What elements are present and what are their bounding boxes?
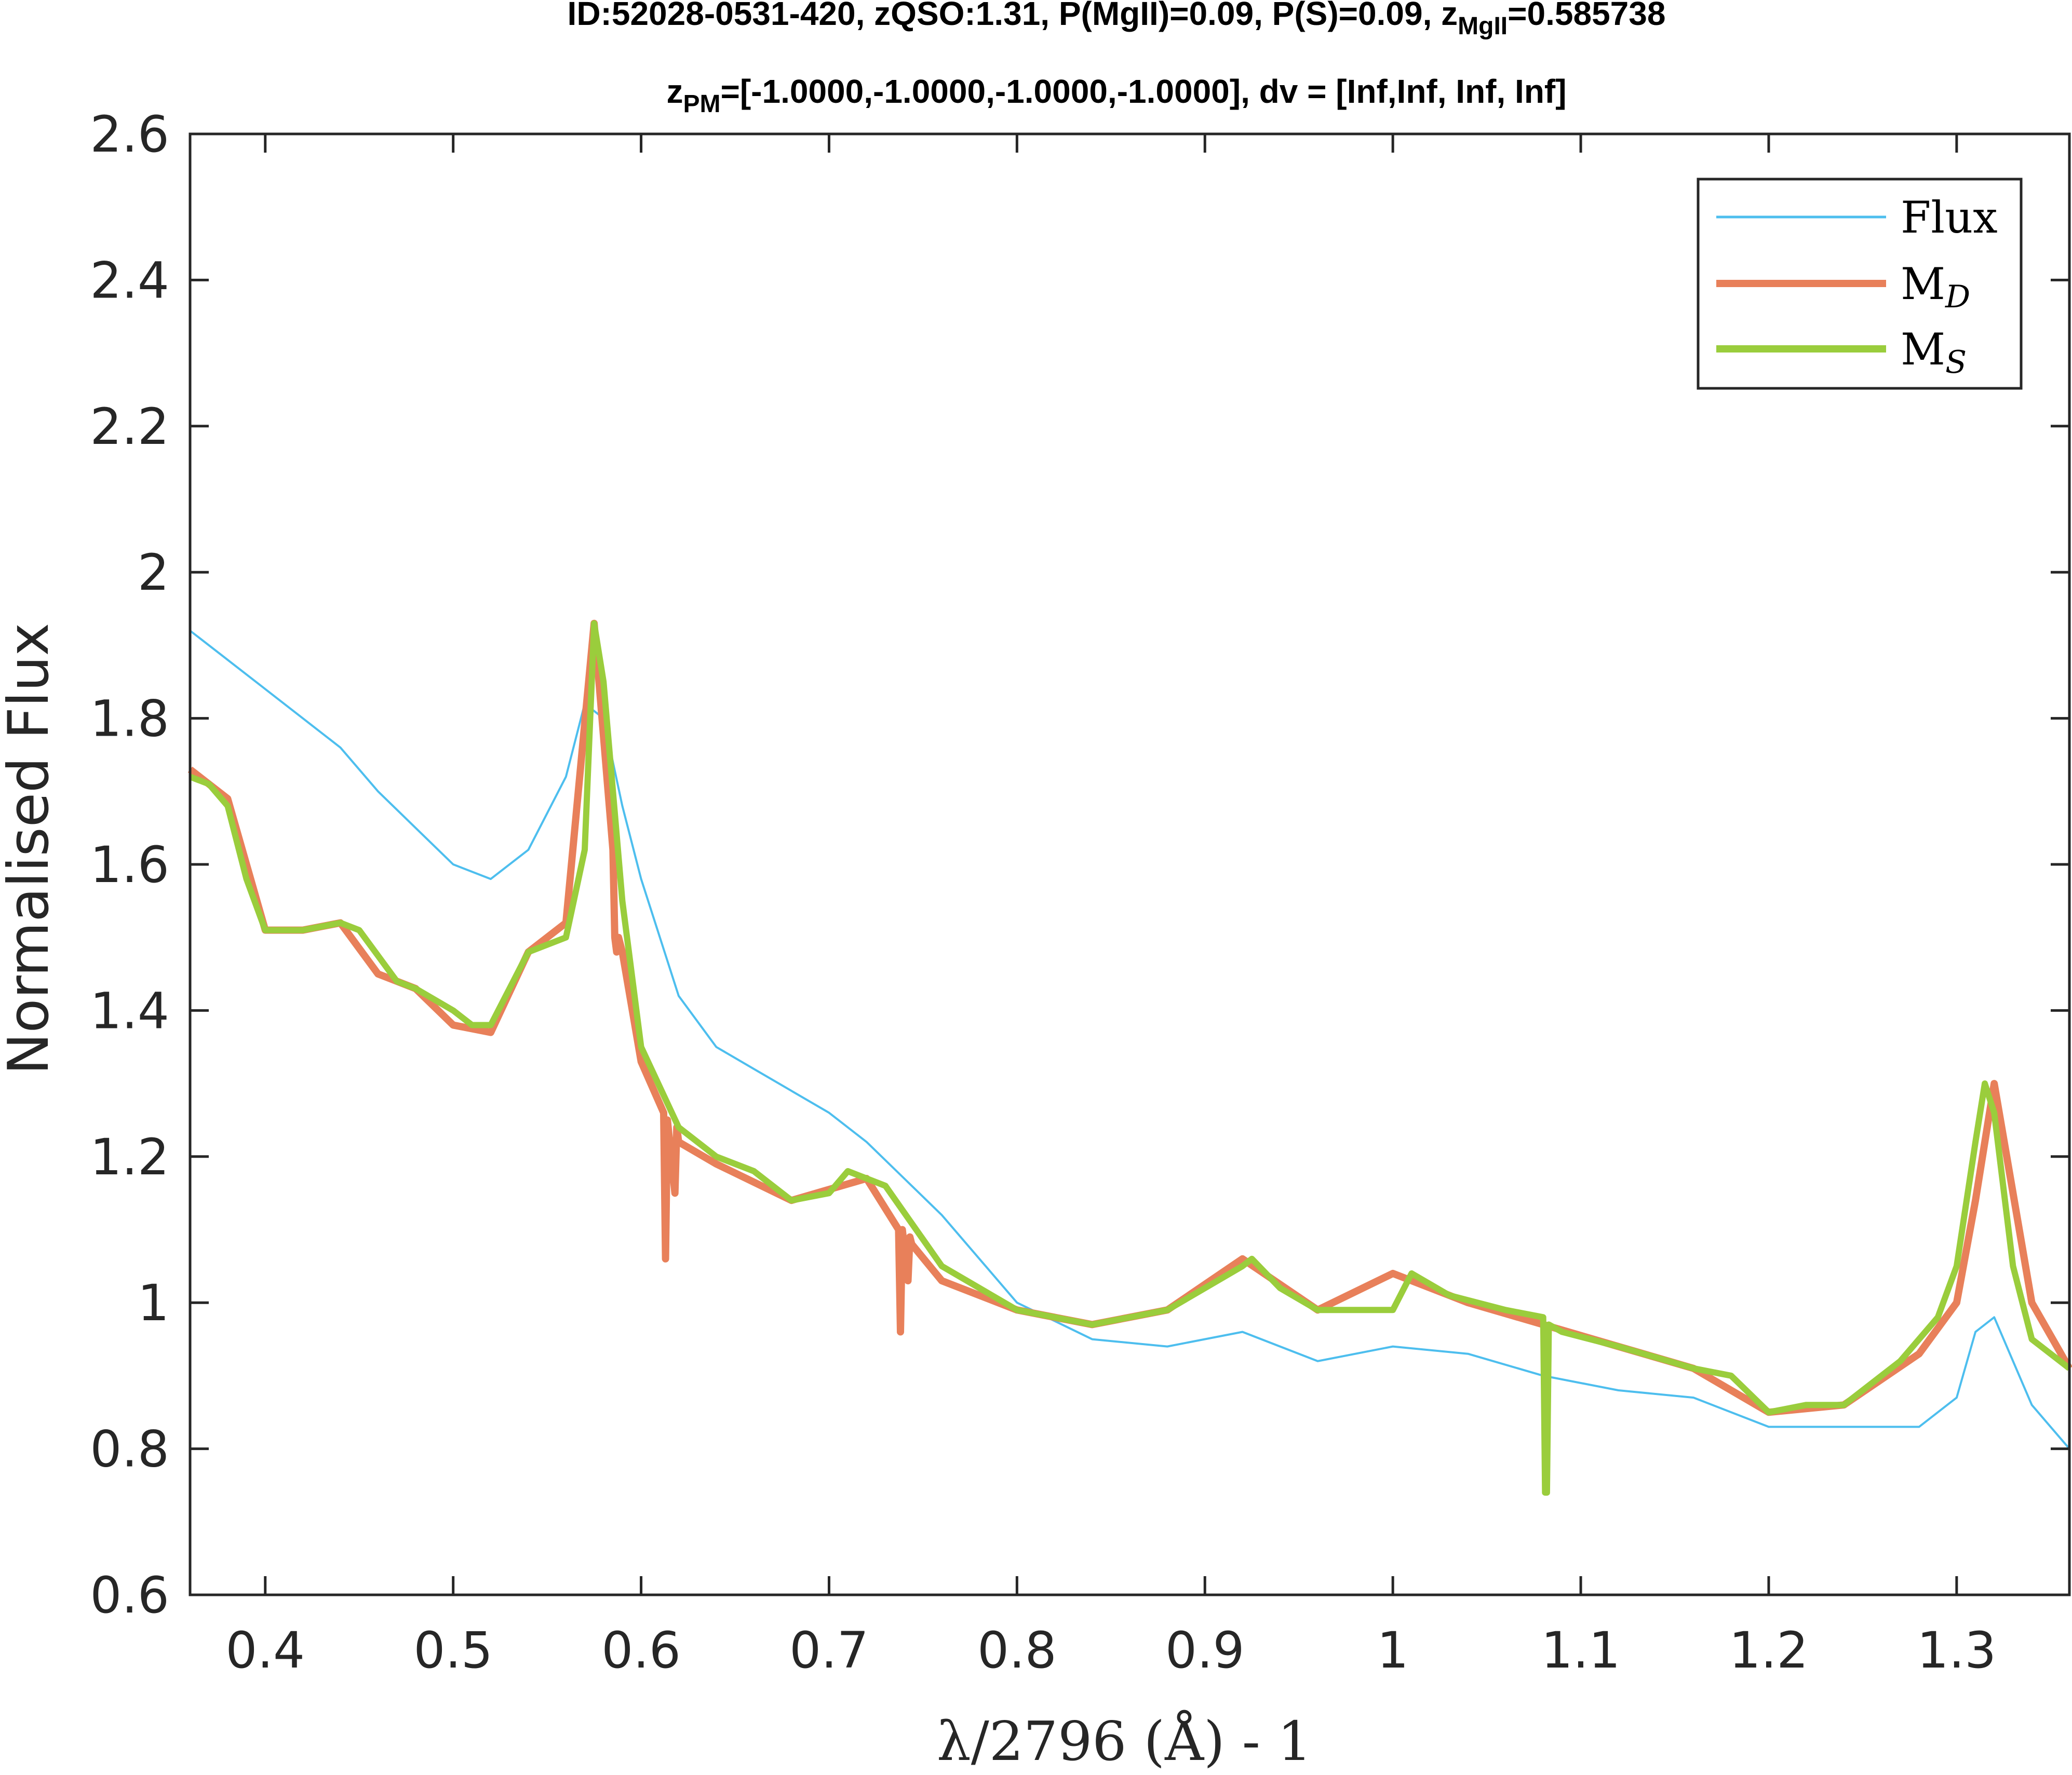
series-line-flux	[189, 630, 2070, 1449]
y-tick-label: 2.4	[90, 251, 169, 309]
x-tick-label: 0.4	[225, 1621, 305, 1679]
series-line-m-s	[189, 620, 2071, 1496]
y-tick-label: 1.2	[90, 1128, 169, 1186]
x-tick-label: 0.7	[789, 1621, 869, 1679]
y-tick-label: 0.8	[90, 1420, 169, 1479]
legend: Flux MD MS	[1697, 178, 2023, 390]
legend-label-ms: MS	[1901, 324, 1967, 381]
y-tick-label: 1.8	[90, 690, 169, 748]
y-tick-label: 1.4	[90, 982, 169, 1040]
plot-area	[187, 619, 2072, 1496]
legend-label-flux: Flux	[1901, 192, 1998, 243]
legend-label-md: MD	[1901, 259, 1970, 315]
x-tick-label: 0.5	[413, 1621, 493, 1679]
x-tick-label: 0.8	[977, 1621, 1057, 1679]
x-tick-label: 0.9	[1165, 1621, 1245, 1679]
y-tick-label: 2	[138, 544, 169, 602]
y-tick-label: 1	[138, 1274, 169, 1332]
x-tick-label: 1.3	[1917, 1621, 1997, 1679]
chart-title-line-2: zPM=[-1.0000,-1.0000,-1.0000,-1.0000], d…	[666, 73, 1566, 118]
x-tick-label: 1.2	[1729, 1621, 1809, 1679]
axes-box	[189, 132, 2071, 1596]
axis-ticks: 0.4 0.5 0.6 0.7 0.8 0.9 1 1.1 1.2 1.3 0.6 0.8 1 1.2 1.…	[90, 105, 2069, 1679]
x-tick-label: 1	[1377, 1621, 1409, 1679]
x-tick-label: 1.1	[1541, 1621, 1621, 1679]
y-tick-label: 2.2	[90, 398, 169, 456]
y-tick-label: 0.6	[90, 1566, 169, 1624]
y-tick-label: 2.6	[90, 105, 169, 164]
y-axis-label: Normalised Flux	[0, 623, 61, 1075]
x-axis-label: λ/2796 (Å) - 1	[937, 1709, 1312, 1773]
y-tick-label: 1.6	[90, 836, 169, 894]
chart-title-line-1: ID:52028-0531-420, zQSO:1.31, P(MgII)=0.…	[568, 0, 1666, 40]
x-tick-label: 0.6	[601, 1621, 681, 1679]
